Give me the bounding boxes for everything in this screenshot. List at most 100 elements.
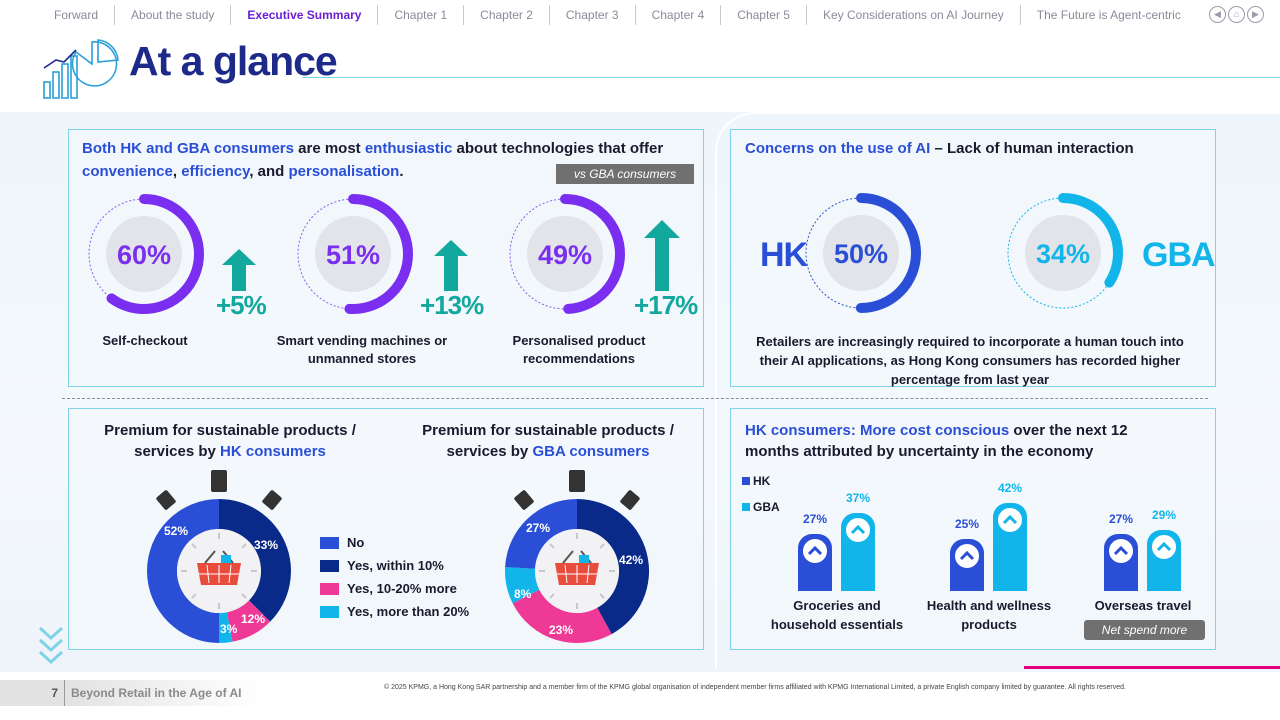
gba-concern-value: 34% [1036, 239, 1090, 269]
gba-no-label: 27% [526, 521, 550, 535]
personalised-arc [508, 194, 625, 314]
chevron-up-icon [996, 505, 1024, 534]
gba-10to20-slice [512, 589, 612, 644]
vending-donut: 51% [296, 194, 413, 314]
home-icon[interactable]: ⌂ [1228, 6, 1245, 23]
gba-bar-value: 37% [845, 491, 871, 506]
nav-controls: ◀ ⌂ ▶ [1209, 6, 1264, 23]
hk-premium-donut: 52% 33% 12% 3% [147, 470, 291, 643]
hk-10to20-label: 12% [241, 612, 265, 626]
hk-within10-slice [219, 499, 291, 622]
hk-premium-title: Premium for sustainable products / servic… [104, 422, 356, 460]
self-checkout-donut: 60% [87, 194, 204, 314]
personalised-donut: 49% [508, 194, 625, 314]
bar-category-label: Health and wellness products [926, 598, 1052, 632]
self-checkout-arc [87, 194, 204, 314]
panel2-heading: Concerns on the use of AI – Lack of huma… [745, 140, 1134, 157]
net-spend-tag: Net spend more [1084, 620, 1205, 640]
bar-legend-gba: GBA [742, 500, 780, 514]
legend-item-more20: Yes, more than 20% [320, 600, 469, 623]
bar-legend-hk: HK [742, 474, 770, 488]
gba-within10-label: 42% [619, 553, 643, 567]
nav-item-future[interactable]: The Future is Agent-centric [1036, 8, 1181, 22]
hk-concern-donut: 50% [804, 193, 921, 313]
chevron-up-icon [953, 541, 981, 570]
personalised-value: 49% [538, 240, 592, 270]
nav-item-forward[interactable]: Forward [38, 5, 116, 25]
nav-item-chapter-4[interactable]: Chapter 4 [636, 5, 722, 25]
vs-gba-tag: vs GBA consumers [556, 164, 694, 184]
premium-legend: No Yes, within 10% Yes, 10-20% more Yes,… [320, 531, 469, 623]
hk-within10-label: 33% [254, 538, 278, 552]
self-checkout-delta: +5% [216, 290, 267, 320]
hk-10to20-slice [226, 600, 271, 642]
vending-caption: Smart vending machines or unmanned stores [276, 333, 448, 366]
gba-no-slice [505, 499, 577, 569]
nav-item-about[interactable]: About the study [115, 5, 232, 25]
gba-bar-value: 42% [997, 480, 1023, 495]
personalised-caption: Personalised product recommendations [512, 333, 646, 366]
page-number: 7 [0, 680, 64, 706]
report-title: Beyond Retail in the Age of AI [64, 680, 260, 706]
gba-concern-donut: 34% [1006, 193, 1123, 313]
up-arrow-icon [644, 220, 680, 291]
page-title: At a glance [129, 38, 338, 84]
chart-logo-icon [43, 39, 119, 99]
ai-concerns-panel [730, 129, 1216, 387]
panel4-heading: HK consumers: More cost conscious over t… [745, 422, 1128, 460]
bar-category-label: Groceries and household essentials [770, 598, 904, 632]
gba-bar-value: 29% [1151, 508, 1177, 523]
accent-line [1024, 666, 1280, 669]
chevron-up-icon [1107, 537, 1135, 566]
chevron-up-icon [1150, 533, 1178, 562]
hk-bar-value: 27% [1108, 512, 1134, 527]
legend-item-within10: Yes, within 10% [320, 554, 469, 577]
gba-premium-title: Premium for sustainable products / servic… [422, 422, 674, 460]
hk-bar-value: 25% [954, 516, 980, 531]
panel2-note: Retailers are increasingly required to i… [756, 334, 1184, 387]
prev-icon[interactable]: ◀ [1209, 6, 1226, 23]
panel1-heading: Both HK and GBA consumers are most enthu… [82, 140, 664, 180]
section-divider [62, 398, 1208, 399]
hk-concern-value: 50% [834, 239, 888, 269]
hk-concern-arc [804, 193, 921, 313]
bar-category-label: Overseas travel [1094, 598, 1192, 613]
gba-concern-arc [1006, 193, 1123, 313]
nav-item-chapter-1[interactable]: Chapter 1 [378, 5, 465, 25]
hk-more20-slice [219, 612, 233, 643]
nav-item-key-considerations[interactable]: Key Considerations on AI Journey [807, 5, 1021, 25]
hk-no-slice [147, 499, 219, 643]
self-checkout-value: 60% [117, 240, 171, 270]
nav-item-chapter-3[interactable]: Chapter 3 [550, 5, 636, 25]
up-arrow-icon [222, 249, 256, 291]
legend-item-no: No [320, 531, 469, 554]
cost-conscious-panel [730, 408, 1216, 650]
gba-10to20-label: 23% [549, 623, 573, 637]
vending-arc [296, 194, 413, 314]
chevron-up-icon [844, 516, 872, 545]
top-nav: Forward About the study Executive Summar… [38, 4, 1197, 26]
nav-item-chapter-2[interactable]: Chapter 2 [464, 5, 550, 25]
scroll-down-chevrons-icon[interactable] [38, 626, 64, 666]
gba-more20-slice [504, 567, 540, 604]
chevron-up-icon [801, 537, 829, 566]
shopping-basket-icon [197, 550, 241, 585]
next-icon[interactable]: ▶ [1247, 6, 1264, 23]
legend-item-10to20: Yes, 10-20% more [320, 577, 469, 600]
self-checkout-caption: Self-checkout [102, 333, 188, 348]
shopping-basket-icon [555, 550, 599, 585]
hk-more20-label: 3% [220, 622, 238, 636]
gba-more20-label: 8% [514, 587, 532, 601]
nav-item-chapter-5[interactable]: Chapter 5 [721, 5, 807, 25]
nav-item-executive-summary[interactable]: Executive Summary [231, 5, 379, 25]
hk-no-label: 52% [164, 524, 188, 538]
personalised-delta: +17% [634, 290, 698, 320]
hk-label: HK [760, 236, 808, 274]
gba-premium-donut: 27% 42% 23% 8% [504, 470, 650, 644]
gba-label: GBA [1142, 236, 1216, 274]
title-rule [302, 77, 1280, 78]
vending-delta: +13% [420, 290, 484, 320]
gba-within10-slice [577, 499, 650, 635]
copyright-text: © 2025 KPMG, a Hong Kong SAR partnership… [384, 684, 1126, 691]
backdrop-curve [715, 112, 1280, 668]
